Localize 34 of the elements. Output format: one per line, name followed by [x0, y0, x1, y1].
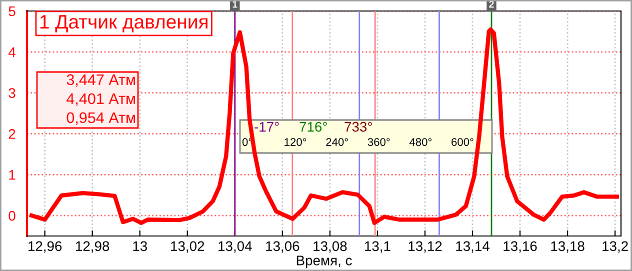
x-tick-label: 13,16	[504, 241, 537, 253]
annotation: 2	[489, 0, 494, 8]
x-tick-label: 13,18	[551, 241, 584, 253]
x-tick-label: 12,98	[76, 241, 110, 253]
x-tick-label: 13,2	[602, 241, 628, 253]
annotation: 3,447 Атм	[66, 74, 135, 87]
annotation: 0,954 Атм	[66, 112, 135, 125]
annotation: -17°	[254, 122, 279, 132]
x-tick-label: 13,06	[266, 241, 300, 253]
y-tick-label: 2	[8, 129, 16, 139]
y-tick-label: 4	[8, 47, 16, 57]
y-tick-label: 0	[8, 210, 16, 221]
x-axis-title: Время, с	[296, 256, 352, 268]
x-tick-label: 13,02	[171, 241, 204, 253]
x-tick-label: 13,1	[365, 241, 390, 253]
y-tick-label: 3	[8, 88, 16, 98]
x-tick-label: 13,04	[218, 241, 252, 253]
x-tick-label: 12,96	[28, 241, 62, 253]
annotation: 360°	[368, 138, 390, 146]
annotation: 4,401 Атм	[66, 93, 135, 106]
annotation: 733°	[344, 122, 372, 132]
annotation: 480°	[409, 138, 432, 146]
annotation: 240°	[326, 138, 348, 146]
annotation: 1	[232, 0, 238, 8]
y-tick-label: 5	[8, 6, 16, 16]
annotation: 600°	[452, 138, 474, 146]
annotation: 716°	[300, 122, 327, 132]
x-tick-label: 13	[133, 241, 147, 252]
x-tick-label: 13,08	[314, 241, 347, 253]
annotation: 120°	[284, 138, 306, 146]
x-tick-label: 13,14	[456, 241, 490, 253]
chart-title: 1 Датчик давления	[40, 15, 208, 32]
x-tick-label: 13,12	[408, 241, 442, 253]
y-tick-label: 1	[9, 170, 16, 180]
